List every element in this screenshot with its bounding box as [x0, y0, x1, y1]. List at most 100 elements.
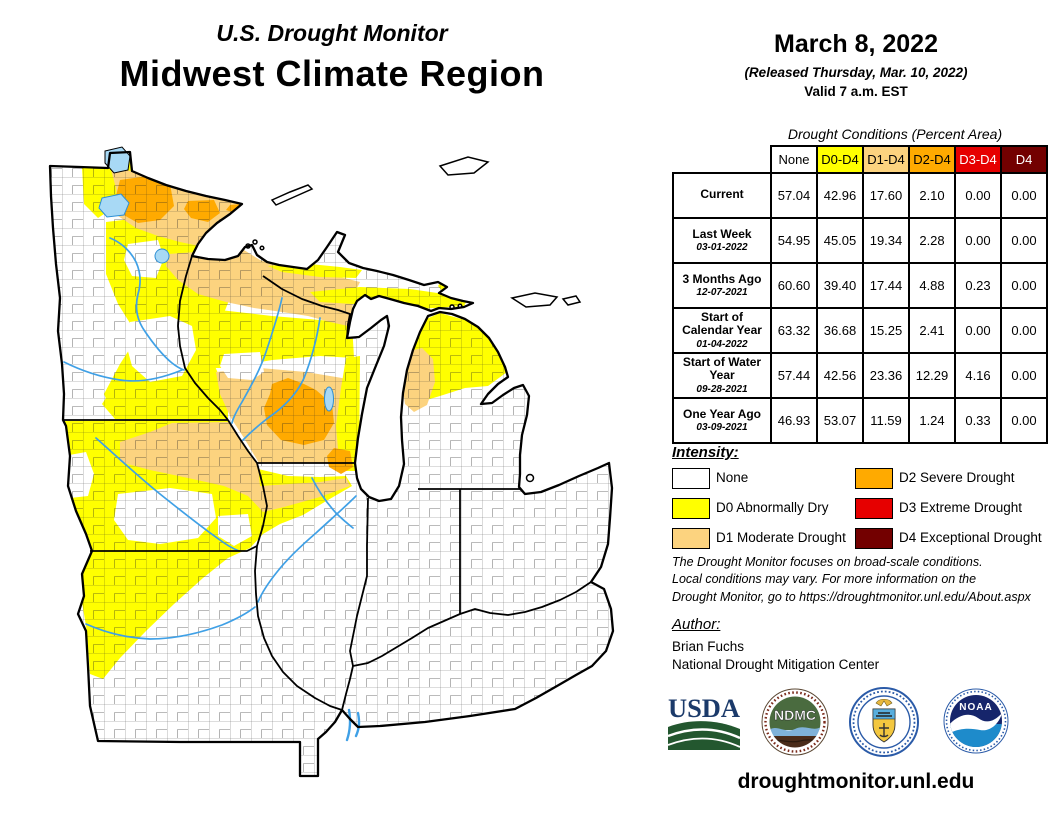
table-header-row: None D0-D4 D1-D4 D2-D4 D3-D4 D4 [673, 145, 1048, 174]
commerce-seal-logo [849, 687, 919, 757]
row-label-start-calendar-year: Start of Calendar Year 01-04-2022 [672, 307, 772, 354]
swatch-d1 [672, 528, 710, 549]
row-label-text: One Year Ago [682, 406, 762, 421]
author-title: Author: [672, 616, 721, 633]
state-borders [63, 255, 592, 711]
row-label-text: Start of Water Year [682, 354, 762, 383]
cell-value: 36.68 [816, 307, 864, 354]
map-date: March 8, 2022 [774, 30, 938, 58]
drought-conditions-table: None D0-D4 D1-D4 D2-D4 D3-D4 D4 Current … [672, 145, 1048, 444]
cell-value: 17.60 [862, 172, 910, 219]
cell-value: 57.04 [770, 172, 818, 219]
legend-label: D1 Moderate Drought [716, 530, 846, 545]
disclaimer-line: The Drought Monitor focuses on broad-sca… [672, 555, 983, 569]
ndmc-logo-text: NDMC [774, 707, 816, 723]
legend-label: D2 Severe Drought [899, 470, 1015, 485]
row-label-3-months-ago: 3 Months Ago 12-07-2021 [672, 262, 772, 309]
row-label-text: Current [700, 187, 744, 202]
cell-value: 19.34 [862, 217, 910, 264]
date-block: March 8, 2022 (Released Thursday, Mar. 1… [660, 30, 1052, 99]
cell-value: 54.95 [770, 217, 818, 264]
legend-label: None [716, 470, 749, 485]
cell-value: 4.88 [908, 262, 956, 309]
swatch-d3 [855, 498, 893, 519]
row-label-current: Current [672, 172, 772, 219]
noaa-logo-text: NOAA [959, 702, 992, 713]
title-block: U.S. Drought Monitor Midwest Climate Reg… [18, 20, 646, 95]
table-row: Last Week 03-01-2022 54.95 45.05 19.34 2.… [672, 217, 1048, 264]
cell-value: 0.00 [954, 217, 1002, 264]
website-url[interactable]: droughtmonitor.unl.edu [737, 770, 975, 793]
cell-value: 57.44 [770, 352, 818, 399]
author-name: Brian Fuchs [672, 639, 745, 654]
cell-value: 1.24 [908, 397, 956, 444]
cell-value: 15.25 [862, 307, 910, 354]
col-d4: D4 [1000, 145, 1048, 174]
row-sublabel: 03-09-2021 [696, 422, 748, 434]
usda-logo-text: USDA [668, 696, 740, 723]
disclaimer-line: Drought Monitor, go to https://droughtmo… [672, 589, 1031, 604]
islands [245, 156, 582, 483]
swatch-none [672, 468, 710, 489]
report-supertitle: U.S. Drought Monitor [216, 20, 448, 46]
cell-value: 53.07 [816, 397, 864, 444]
swatch-d4 [855, 528, 893, 549]
row-label-text: Start of Calendar Year [682, 309, 762, 338]
cell-value: 0.33 [954, 397, 1002, 444]
disclaimer-text: The Drought Monitor focuses on broad-sca… [672, 554, 1044, 606]
legend-label: D4 Exceptional Drought [899, 530, 1042, 545]
cell-value: 2.28 [908, 217, 956, 264]
legend-label: D3 Extreme Drought [899, 500, 1023, 515]
cell-value: 0.00 [1000, 307, 1048, 354]
cell-value: 0.00 [1000, 352, 1048, 399]
disclaimer-line: Local conditions may vary. For more info… [672, 572, 977, 587]
usda-logo: USDA [667, 696, 741, 750]
valid-time: Valid 7 a.m. EST [804, 84, 908, 99]
noaa-logo: NOAA [943, 688, 1009, 754]
cell-value: 17.44 [862, 262, 910, 309]
cell-value: 0.00 [1000, 172, 1048, 219]
release-date: (Released Thursday, Mar. 10, 2022) [744, 65, 968, 80]
drought-map [20, 126, 670, 802]
cell-value: 2.41 [908, 307, 956, 354]
cell-value: 11.59 [862, 397, 910, 444]
row-sublabel: 09-28-2021 [696, 383, 748, 395]
table-row: Start of Calendar Year 01-04-2022 63.32 3… [672, 307, 1048, 354]
rivers [63, 237, 361, 742]
row-label-text: Last Week [692, 226, 752, 241]
cell-value: 39.40 [816, 262, 864, 309]
cell-value: 0.00 [1000, 217, 1048, 264]
row-sublabel: 01-04-2022 [696, 338, 748, 350]
col-d2-d4: D2-D4 [908, 145, 956, 174]
col-none: None [770, 145, 818, 174]
col-d1-d4: D1-D4 [862, 145, 910, 174]
table-row: One Year Ago 03-09-2021 46.93 53.07 11.59… [672, 397, 1048, 444]
cell-value: 46.93 [770, 397, 818, 444]
intensity-legend: Intensity: None D0 Abnormally Dry D1 Mod… [672, 444, 1052, 549]
row-label-start-water-year: Start of Water Year 09-28-2021 [672, 352, 772, 399]
page-title: Midwest Climate Region [119, 53, 545, 94]
cell-value: 2.10 [908, 172, 956, 219]
table-row: Start of Water Year 09-28-2021 57.44 42.5… [672, 352, 1048, 399]
col-d0-d4: D0-D4 [816, 145, 864, 174]
cell-value: 4.16 [954, 352, 1002, 399]
cell-value: 42.96 [816, 172, 864, 219]
row-sublabel: 03-01-2022 [696, 242, 748, 254]
table-caption: Drought Conditions (Percent Area) [787, 126, 1003, 142]
logo-row: USDA NDMC [660, 686, 1052, 762]
ndmc-logo: NDMC [761, 688, 829, 756]
cell-value: 0.23 [954, 262, 1002, 309]
cell-value: 0.00 [954, 307, 1002, 354]
cell-value: 45.05 [816, 217, 864, 264]
swatch-d0 [672, 498, 710, 519]
row-label-text: 3 Months Ago [682, 271, 762, 286]
region-outline [48, 150, 615, 778]
table-row: Current 57.04 42.96 17.60 2.10 0.00 0.00 [672, 172, 1048, 219]
table-corner-cell [673, 146, 771, 173]
legend-title: Intensity: [672, 444, 739, 461]
row-sublabel: 12-07-2021 [696, 287, 748, 299]
legend-label: D0 Abnormally Dry [716, 500, 829, 515]
cell-value: 60.60 [770, 262, 818, 309]
author-block: Author: Brian Fuchs National Drought Mit… [672, 616, 879, 672]
